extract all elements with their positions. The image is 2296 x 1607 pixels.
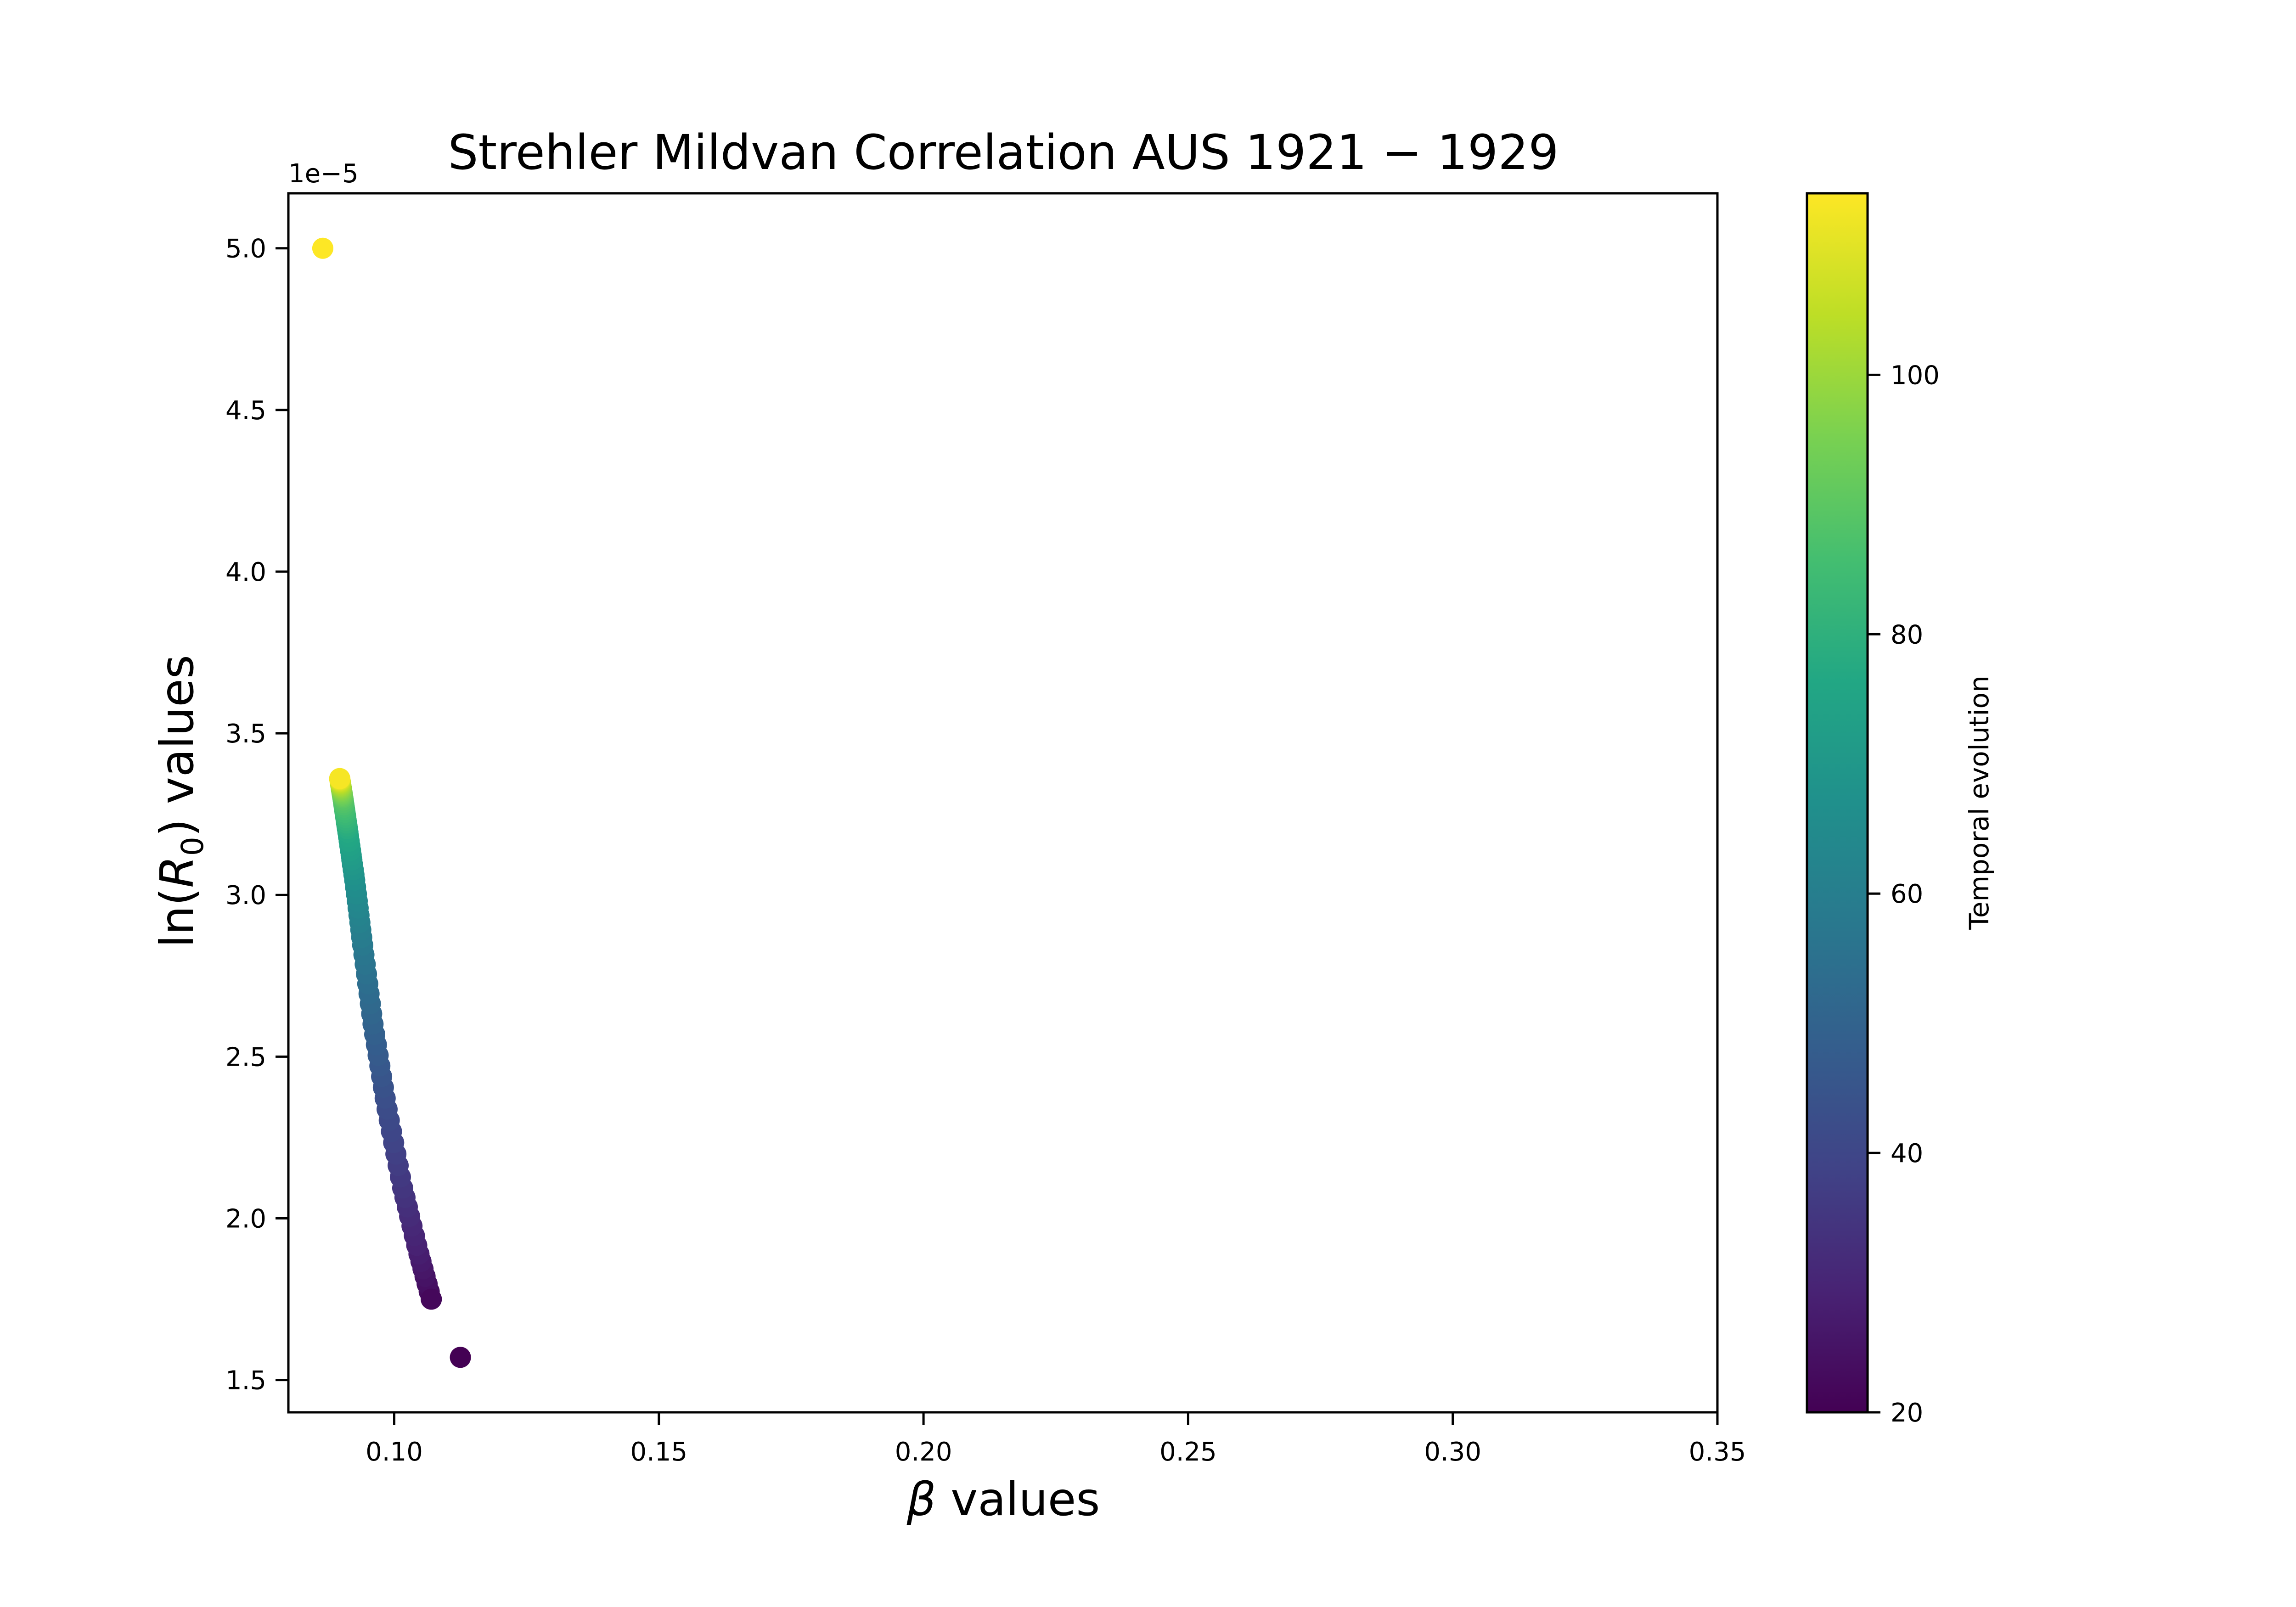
y-tick-label: 3.0	[225, 881, 266, 910]
y-tick-label: 1.5	[225, 1366, 266, 1396]
chart-title: Strehler Mildvan Correlation AUS 1921 − …	[448, 124, 1559, 180]
x-axis-label-symbol: β	[906, 1472, 936, 1526]
y-tick-label: 3.5	[225, 719, 266, 749]
colorbar-frame	[1806, 192, 1869, 1414]
x-axis: 0.10 0.15 0.20 0.25 0.30 0.35	[366, 1412, 1746, 1467]
x-axis-label: β values	[906, 1472, 1100, 1526]
x-tick-label: 0.25	[1159, 1437, 1217, 1467]
colorbar-tick-label: 20	[1891, 1398, 1923, 1428]
colorbar: 20 40 60 80 100 Temporal evolution	[1806, 192, 1995, 1428]
x-tick-label: 0.30	[1424, 1437, 1481, 1467]
data-point	[421, 1288, 442, 1310]
x-tick-label: 0.20	[895, 1437, 952, 1467]
y-axis-label-symbol: R	[150, 856, 204, 888]
y-tick-label: 4.5	[225, 396, 266, 426]
y-tick-label: 5.0	[225, 234, 266, 264]
x-tick-label: 0.10	[366, 1437, 423, 1467]
colorbar-ticks: 20 40 60 80 100	[1868, 360, 1940, 1428]
colorbar-tick-label: 40	[1891, 1139, 1923, 1169]
y-axis-label-prefix: ln(	[150, 888, 204, 948]
y-axis-label-suffix: ) values	[150, 655, 204, 837]
colorbar-tick-label: 100	[1891, 360, 1940, 390]
data-point	[450, 1347, 471, 1368]
x-tick-label: 0.15	[630, 1437, 687, 1467]
plot-frame	[287, 192, 1719, 1414]
plot-area	[287, 192, 1719, 1414]
colorbar-label: Temporal evolution	[1964, 675, 1995, 930]
colorbar-tick-label: 60	[1891, 879, 1923, 909]
y-offset-text: 1e−5	[288, 159, 359, 189]
y-tick-label: 2.0	[225, 1204, 266, 1234]
y-axis-label: ln(R0) values	[150, 655, 210, 948]
y-tick-label: 2.5	[225, 1042, 266, 1072]
colorbar-tick-label: 80	[1891, 620, 1923, 650]
data-points	[312, 237, 471, 1368]
y-tick-label: 4.0	[225, 557, 266, 587]
data-point	[329, 768, 350, 789]
x-axis-label-text: values	[936, 1472, 1100, 1526]
data-point	[312, 237, 333, 259]
colorbar-gradient	[1807, 193, 1868, 1412]
y-axis-label-subscript: 0	[175, 837, 210, 856]
y-axis: 1.5 2.0 2.5 3.0 3.5 4.0 4.5 5.0	[225, 234, 288, 1396]
x-tick-label: 0.35	[1689, 1437, 1746, 1467]
